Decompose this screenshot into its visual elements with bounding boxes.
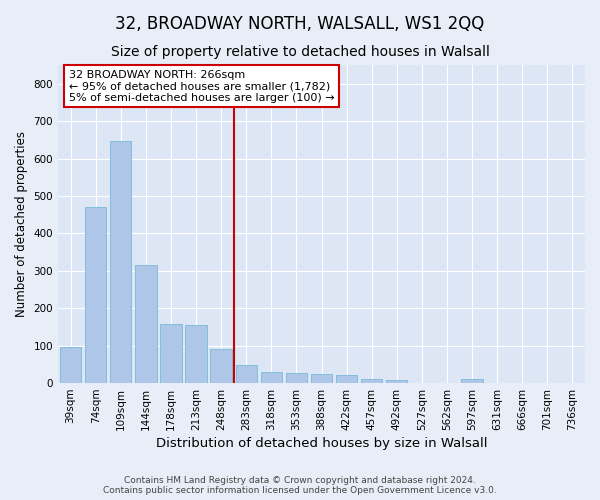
Bar xyxy=(336,375,357,383)
Text: Size of property relative to detached houses in Walsall: Size of property relative to detached ho… xyxy=(110,45,490,59)
Bar xyxy=(386,380,407,383)
Text: Contains HM Land Registry data © Crown copyright and database right 2024.
Contai: Contains HM Land Registry data © Crown c… xyxy=(103,476,497,495)
Text: 32, BROADWAY NORTH, WALSALL, WS1 2QQ: 32, BROADWAY NORTH, WALSALL, WS1 2QQ xyxy=(115,15,485,33)
Bar xyxy=(236,365,257,383)
Bar xyxy=(311,374,332,383)
Bar xyxy=(461,378,483,383)
Bar xyxy=(85,207,106,383)
Text: 32 BROADWAY NORTH: 266sqm
← 95% of detached houses are smaller (1,782)
5% of sem: 32 BROADWAY NORTH: 266sqm ← 95% of detac… xyxy=(68,70,334,103)
Bar xyxy=(361,380,382,383)
Bar xyxy=(160,324,182,383)
Bar xyxy=(260,372,282,383)
Bar xyxy=(135,265,157,383)
X-axis label: Distribution of detached houses by size in Walsall: Distribution of detached houses by size … xyxy=(156,437,487,450)
Bar xyxy=(286,373,307,383)
Bar xyxy=(185,325,207,383)
Bar xyxy=(110,140,131,383)
Bar xyxy=(60,347,81,383)
Y-axis label: Number of detached properties: Number of detached properties xyxy=(15,131,28,317)
Bar xyxy=(211,350,232,383)
